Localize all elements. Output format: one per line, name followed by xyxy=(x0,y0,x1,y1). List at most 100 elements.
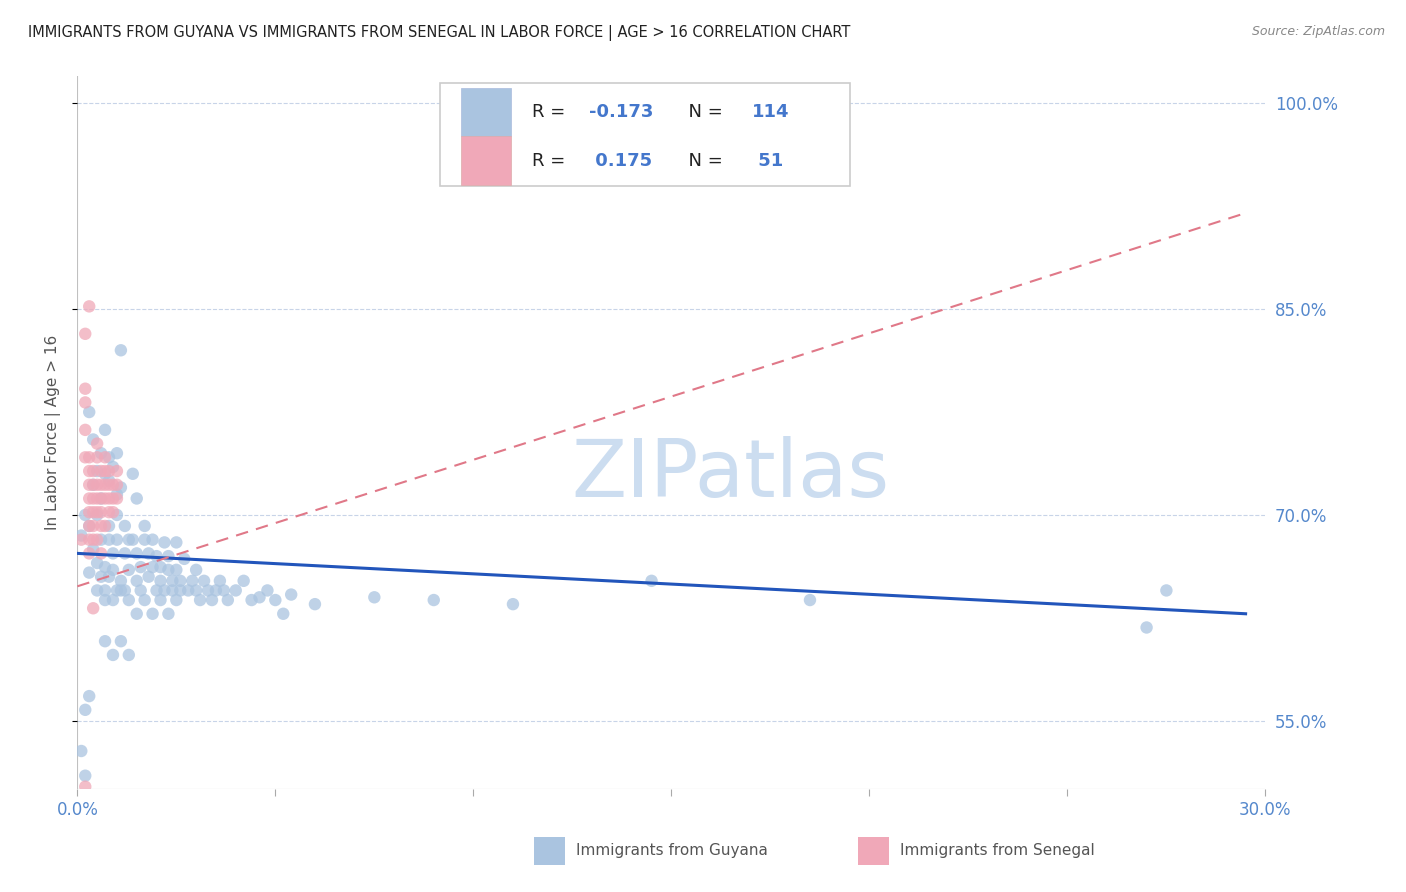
Point xyxy=(86,477,108,491)
Text: Source: ZipAtlas.com: Source: ZipAtlas.com xyxy=(1251,25,1385,38)
Point xyxy=(280,588,302,602)
Point xyxy=(142,533,165,547)
Point xyxy=(423,593,446,607)
Point xyxy=(86,436,108,450)
Point xyxy=(98,474,121,488)
Point xyxy=(75,508,97,522)
Point xyxy=(125,491,148,506)
Point xyxy=(101,491,124,506)
Point xyxy=(101,477,124,491)
Point xyxy=(101,459,124,474)
Point xyxy=(77,546,100,560)
Point xyxy=(105,464,128,478)
Point xyxy=(75,395,97,409)
Point xyxy=(98,533,121,547)
Point xyxy=(101,648,124,662)
Point xyxy=(205,583,228,598)
Point xyxy=(149,593,172,607)
Point xyxy=(82,505,104,519)
Point xyxy=(98,464,121,478)
Point xyxy=(77,464,100,478)
Point xyxy=(77,491,100,506)
Y-axis label: In Labor Force | Age > 16: In Labor Force | Age > 16 xyxy=(45,335,60,530)
Point xyxy=(149,574,172,588)
Point xyxy=(181,574,204,588)
Text: -0.173: -0.173 xyxy=(589,103,654,121)
Point xyxy=(70,528,93,542)
Point xyxy=(94,464,117,478)
Point xyxy=(640,574,662,588)
Point xyxy=(101,563,124,577)
Point xyxy=(193,574,215,588)
Text: 0.175: 0.175 xyxy=(589,152,652,169)
Point xyxy=(114,519,136,533)
Point xyxy=(157,563,180,577)
Point xyxy=(98,505,121,519)
FancyBboxPatch shape xyxy=(461,136,510,185)
Point xyxy=(1136,620,1159,634)
Point xyxy=(105,491,128,506)
Text: ZIPatlas: ZIPatlas xyxy=(572,436,890,515)
Point xyxy=(82,601,104,615)
Point xyxy=(75,450,97,465)
Point xyxy=(110,574,132,588)
Point xyxy=(94,450,117,465)
Text: 51: 51 xyxy=(752,152,783,169)
Point xyxy=(94,634,117,648)
Point xyxy=(105,533,128,547)
Text: N =: N = xyxy=(678,103,728,121)
Point xyxy=(77,299,100,313)
Text: Immigrants from Guyana: Immigrants from Guyana xyxy=(576,844,768,858)
Point xyxy=(82,433,104,447)
Point xyxy=(90,533,112,547)
Point xyxy=(90,570,112,584)
Point xyxy=(75,326,97,341)
Point xyxy=(256,583,278,598)
Point xyxy=(240,593,263,607)
Point xyxy=(90,505,112,519)
Point xyxy=(77,689,100,703)
Point xyxy=(70,834,93,848)
Point xyxy=(138,546,160,560)
Point xyxy=(94,583,117,598)
Point xyxy=(86,450,108,465)
Point xyxy=(162,583,184,598)
Point xyxy=(77,519,100,533)
Point xyxy=(90,519,112,533)
Point xyxy=(145,549,167,563)
Point xyxy=(105,477,128,491)
Point xyxy=(134,533,156,547)
Point xyxy=(105,487,128,501)
Point xyxy=(105,508,128,522)
Point xyxy=(94,477,117,491)
Point xyxy=(86,491,108,506)
Point xyxy=(169,574,191,588)
Point xyxy=(77,505,100,519)
Point xyxy=(75,769,97,783)
Point xyxy=(77,519,100,533)
Point xyxy=(186,563,208,577)
Point xyxy=(114,546,136,560)
Point xyxy=(77,566,100,580)
Point xyxy=(82,491,104,506)
Point xyxy=(162,574,184,588)
Point xyxy=(264,593,287,607)
Point xyxy=(98,477,121,491)
Point xyxy=(197,583,219,598)
Point xyxy=(114,583,136,598)
Point xyxy=(98,519,121,533)
Point xyxy=(90,491,112,506)
Point xyxy=(101,505,124,519)
Point xyxy=(142,607,165,621)
Point xyxy=(70,744,93,758)
Point xyxy=(70,533,93,547)
Point xyxy=(90,446,112,460)
Point xyxy=(799,593,821,607)
Point xyxy=(186,583,208,598)
Point xyxy=(105,446,128,460)
Point xyxy=(90,546,112,560)
Point xyxy=(145,583,167,598)
Point xyxy=(121,533,143,547)
Point xyxy=(118,563,141,577)
Point xyxy=(1156,583,1178,598)
